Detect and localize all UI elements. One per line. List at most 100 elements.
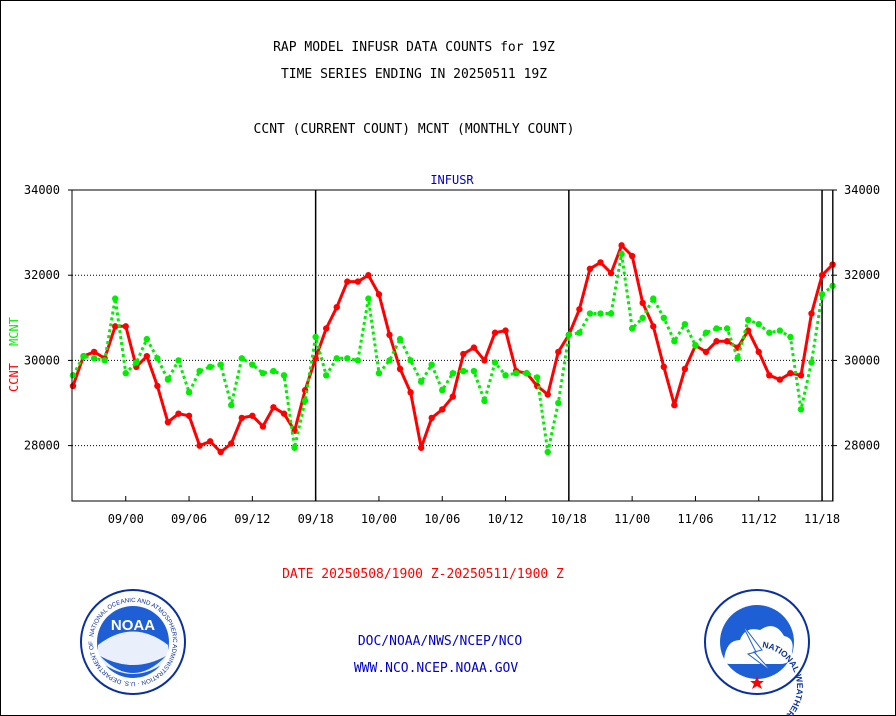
x-tick-label: 09/12 (234, 512, 270, 526)
nws-logo-icon: NATIONAL WEATHER SERVICE (704, 589, 810, 716)
data-point-mcnt (164, 376, 172, 383)
data-point-mcnt (122, 369, 129, 377)
data-point-mcnt (333, 355, 340, 362)
data-point-mcnt (818, 291, 826, 298)
data-point-ccnt (544, 391, 551, 398)
x-tick-label: 11/18 (804, 512, 840, 526)
data-point-mcnt (428, 361, 435, 368)
data-point-ccnt (808, 310, 815, 317)
data-point-mcnt (133, 359, 140, 366)
series-layer (69, 242, 836, 456)
data-point-mcnt (90, 355, 98, 362)
x-tick-label: 09/06 (171, 512, 207, 526)
data-point-ccnt (185, 412, 193, 419)
data-point-mcnt (291, 444, 298, 451)
plot-border (71, 189, 834, 502)
data-point-ccnt (755, 348, 762, 356)
data-point-mcnt (502, 372, 509, 379)
data-point-mcnt (196, 367, 203, 375)
data-point-ccnt (196, 442, 203, 449)
data-point-ccnt (639, 299, 646, 307)
data-point-ccnt (481, 357, 488, 364)
data-point-mcnt (80, 352, 87, 360)
data-point-ccnt (417, 444, 425, 451)
data-point-ccnt (312, 355, 319, 362)
data-point-mcnt (491, 359, 499, 366)
x-tick-label: 11/12 (741, 512, 777, 526)
data-point-ccnt (143, 352, 151, 360)
data-point-mcnt (565, 331, 573, 339)
data-point-mcnt (639, 314, 646, 322)
x-tick-label: 10/06 (424, 512, 460, 526)
data-point-mcnt (238, 355, 245, 362)
nws-star-icon (750, 676, 764, 689)
data-point-ccnt (259, 423, 267, 430)
data-point-ccnt (333, 303, 340, 311)
data-point-mcnt (470, 367, 478, 375)
data-point-ccnt (787, 369, 794, 377)
data-point-mcnt (808, 359, 815, 366)
data-point-mcnt (112, 295, 119, 302)
data-point-mcnt (101, 357, 108, 364)
x-tick-label: 10/00 (361, 512, 397, 526)
data-point-mcnt (217, 361, 224, 368)
data-point-ccnt (249, 412, 256, 419)
data-point-mcnt (280, 372, 288, 379)
data-point-mcnt (69, 372, 77, 379)
data-point-ccnt (365, 272, 372, 279)
credit-line-1[interactable]: DOC/NOAA/NWS/NCEP/NCO (358, 634, 523, 649)
data-point-mcnt (206, 363, 214, 371)
data-point-ccnt (576, 306, 583, 313)
plot-title: INFUSR (430, 173, 474, 187)
y-tick-label-left: 34000 (24, 183, 60, 197)
data-point-ccnt (671, 401, 678, 409)
data-point-ccnt (238, 414, 245, 422)
data-point-ccnt (90, 348, 98, 356)
data-point-mcnt (755, 320, 762, 328)
data-point-mcnt (365, 295, 372, 302)
x-tick-label: 10/18 (551, 512, 587, 526)
x-tick-label: 11/06 (677, 512, 713, 526)
data-point-ccnt (69, 382, 77, 390)
data-point-ccnt (702, 348, 710, 356)
data-point-mcnt (386, 357, 393, 364)
data-point-mcnt (797, 406, 805, 413)
data-point-mcnt (681, 320, 689, 328)
data-point-ccnt (818, 272, 826, 279)
data-point-mcnt (375, 369, 383, 377)
data-point-mcnt (650, 295, 657, 302)
data-point-ccnt (154, 382, 161, 390)
y-tick-label-right: 34000 (844, 183, 880, 197)
data-point-mcnt (586, 310, 594, 317)
data-point-mcnt (417, 378, 425, 385)
data-point-mcnt (344, 355, 351, 362)
y-axis-label-group: CCNT MCNT (7, 317, 21, 392)
data-point-mcnt (407, 357, 414, 364)
data-point-mcnt (544, 448, 551, 456)
data-point-ccnt (386, 331, 393, 339)
data-point-mcnt (787, 333, 794, 341)
y-tick-label-left: 32000 (24, 268, 60, 282)
data-point-ccnt (607, 269, 615, 277)
data-point-mcnt (713, 325, 720, 332)
x-axis-date-label: DATE 20250508/1900 Z-20250511/1900 Z (282, 567, 564, 582)
data-point-ccnt (586, 265, 594, 273)
credit-line-2[interactable]: WWW.NCO.NCEP.NOAA.GOV (354, 661, 519, 676)
data-point-mcnt (723, 325, 731, 332)
x-tick-label: 09/18 (298, 512, 334, 526)
data-point-mcnt (766, 329, 773, 336)
chart-title-line2: TIME SERIES ENDING IN 20250511 19Z (281, 67, 547, 82)
data-point-ccnt (449, 393, 456, 400)
data-point-mcnt (249, 361, 256, 368)
data-point-ccnt (206, 438, 214, 445)
x-tick-label: 10/12 (487, 512, 523, 526)
data-point-ccnt (428, 414, 435, 422)
data-point-ccnt (776, 376, 784, 383)
y-tick-label-left: 30000 (24, 353, 60, 367)
data-point-ccnt (660, 363, 667, 371)
data-point-mcnt (597, 310, 604, 317)
x-tick-label: 11/00 (614, 512, 650, 526)
data-point-mcnt (354, 357, 362, 364)
axis-layer: 28000 28000 30000 30000 32000 32000 34000 34000… (24, 183, 880, 526)
data-point-ccnt (175, 410, 182, 417)
